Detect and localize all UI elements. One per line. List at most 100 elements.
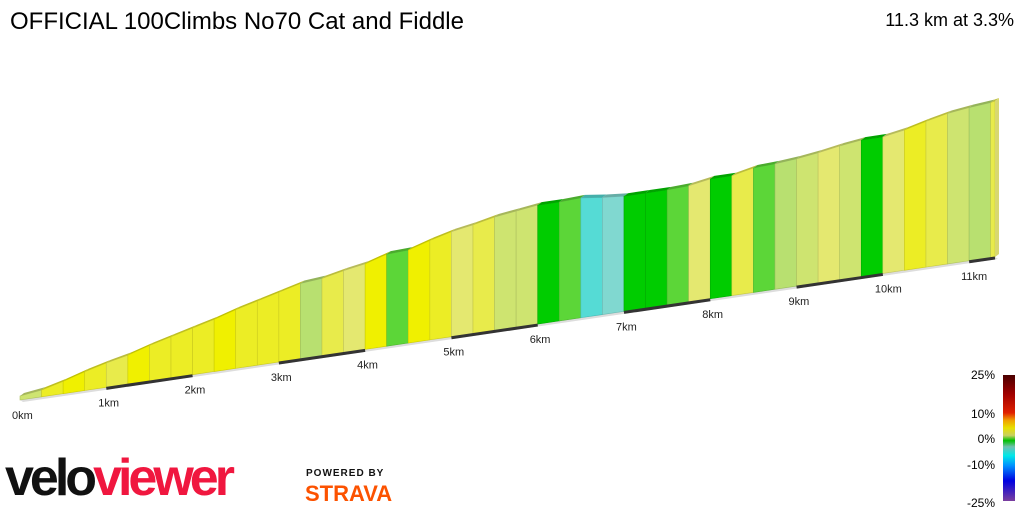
gradient-segment <box>235 300 258 369</box>
segment-top-face <box>882 127 909 137</box>
x-tick-label: 8km <box>702 309 723 321</box>
gradient-segment <box>213 309 237 372</box>
gradient-segment <box>580 197 603 319</box>
gradient-segment <box>839 139 862 281</box>
gradient-segment <box>321 270 344 357</box>
gradient-segment <box>386 249 409 347</box>
legend-label: 25% <box>970 368 995 382</box>
gradient-segment <box>278 283 301 363</box>
gradient-segment <box>105 354 129 388</box>
segment-top-face <box>214 306 240 320</box>
segment-top-face <box>710 172 736 179</box>
segment-top-face <box>731 164 758 176</box>
gradient-segment <box>925 113 948 268</box>
gradient-segment <box>451 224 474 338</box>
gradient-segment <box>645 189 668 309</box>
segment-top-face <box>192 316 219 329</box>
x-tick-label: 7km <box>616 321 637 333</box>
x-tick-label: 9km <box>789 296 810 308</box>
segment-top-face <box>235 297 262 310</box>
gradient-segment <box>623 192 646 312</box>
segment-top-face <box>537 198 564 206</box>
segment-top-face <box>580 194 607 198</box>
km-bar <box>106 374 193 390</box>
gradient-segment <box>429 231 452 341</box>
gradient-segment <box>170 327 193 379</box>
segment-top-face <box>667 182 693 190</box>
x-tick-label: 10km <box>875 283 902 295</box>
gradient-segment <box>256 291 280 366</box>
segment-top-face <box>84 359 111 372</box>
gradient-segment <box>558 197 582 322</box>
segment-top-face <box>321 267 348 279</box>
gradient-segment <box>990 100 996 258</box>
segment-top-face <box>969 99 995 108</box>
segment-top-face <box>106 352 132 363</box>
x-tick-label: 3km <box>271 372 292 384</box>
x-tick-label: 11km <box>961 271 987 283</box>
x-tick-label: 4km <box>357 359 378 371</box>
km-bar <box>451 323 538 340</box>
segment-top-face <box>20 387 46 396</box>
segment-top-face <box>472 214 499 225</box>
gradient-segment <box>882 129 905 274</box>
x-tick-label: 0km <box>12 410 33 422</box>
x-tick-label: 6km <box>530 334 551 346</box>
segment-top-face <box>861 133 887 141</box>
legend-label: 10% <box>970 407 995 421</box>
gradient-segment <box>343 263 366 353</box>
gradient-segment <box>947 107 970 265</box>
segment-top-face <box>408 237 434 251</box>
gradient-segment <box>688 178 711 303</box>
segment-top-face <box>753 160 779 168</box>
segment-top-face <box>170 325 197 337</box>
x-tick-label: 2km <box>185 385 206 397</box>
gradient-segment <box>666 185 689 306</box>
km-bar <box>623 298 711 314</box>
segment-top-face <box>925 110 952 122</box>
segment-top-face <box>127 342 154 356</box>
segment-top-face <box>645 186 672 194</box>
segment-top-face <box>688 175 715 186</box>
segment-top-face <box>149 333 175 346</box>
segment-top-face <box>63 368 89 382</box>
climb-summary: 11.3 km at 3.3% <box>885 10 1014 30</box>
gradient-segment <box>731 167 754 296</box>
segment-top-face <box>386 247 413 255</box>
gradient-segment <box>817 145 840 284</box>
segment-top-face <box>839 137 866 147</box>
segment-top-face <box>796 149 823 159</box>
gradient-segment <box>407 239 431 344</box>
segment-top-face <box>343 260 370 271</box>
gradient-legend-bar <box>1003 375 1015 501</box>
gradient-segment <box>709 175 733 300</box>
segment-top-face <box>818 143 844 153</box>
gradient-segment <box>127 345 150 385</box>
gradient-segment <box>904 120 927 271</box>
legend-label: -25% <box>966 496 995 510</box>
segment-top-face <box>429 228 456 241</box>
segment-top-face <box>257 289 283 301</box>
gradient-segment <box>774 158 797 290</box>
gradient-segment <box>537 201 560 325</box>
segment-top-face <box>516 202 542 212</box>
segment-top-face <box>990 98 999 103</box>
gradient-segment <box>796 152 819 287</box>
gradient-segment <box>494 210 517 331</box>
end-face <box>995 98 999 257</box>
segment-top-face <box>947 104 974 114</box>
legend-label: -10% <box>966 458 995 472</box>
gradient-segment <box>602 195 625 315</box>
segment-top-face <box>494 208 521 218</box>
segment-top-face <box>774 155 801 164</box>
segment-top-face <box>278 280 305 293</box>
segment-top-face <box>559 194 585 202</box>
veloviewer-logo: veloviewer <box>5 449 235 507</box>
segment-top-face <box>623 190 650 197</box>
strava-logo: STRAVA <box>305 481 393 506</box>
km-bar <box>968 256 996 264</box>
gradient-segment <box>62 371 86 395</box>
gradient-segment <box>860 136 884 277</box>
segment-top-face <box>904 118 930 131</box>
segment-top-face <box>451 221 477 232</box>
